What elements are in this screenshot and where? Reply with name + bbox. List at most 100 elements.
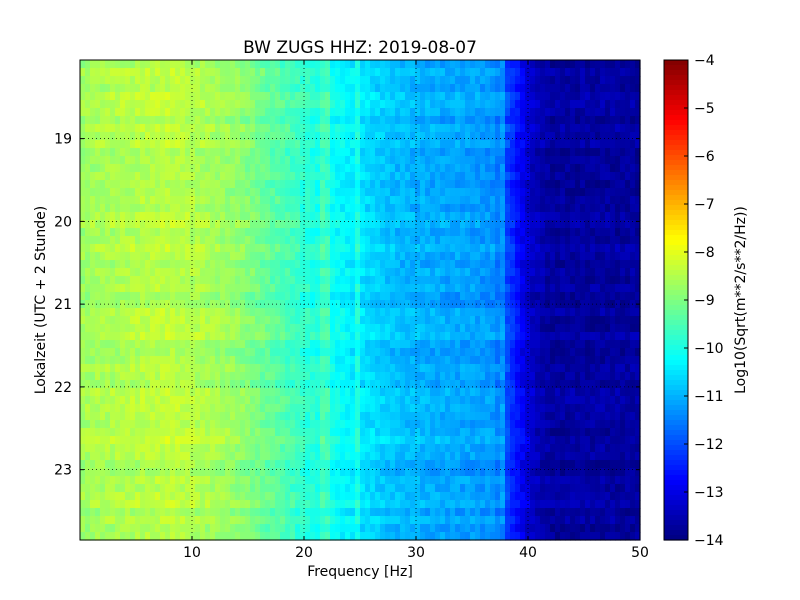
heatmap-cell (300, 76, 306, 85)
heatmap-cell (310, 100, 316, 109)
heatmap-cell (380, 108, 386, 117)
heatmap-cell (490, 132, 496, 141)
heatmap-cell (85, 76, 91, 85)
heatmap-cell (415, 220, 421, 229)
heatmap-cell (300, 324, 306, 333)
heatmap-cell (555, 388, 561, 397)
heatmap-cell (435, 388, 441, 397)
heatmap-cell (135, 340, 141, 349)
heatmap-cell (200, 228, 206, 237)
heatmap-cell (410, 164, 416, 173)
heatmap-cell (365, 356, 371, 365)
heatmap-cell (230, 196, 236, 205)
heatmap-cell (425, 324, 431, 333)
heatmap-cell (630, 60, 636, 69)
heatmap-cell (270, 100, 276, 109)
heatmap-cell (455, 396, 461, 405)
heatmap-cell (270, 324, 276, 333)
heatmap-cell (260, 292, 266, 301)
heatmap-cell (325, 228, 331, 237)
heatmap-cell (140, 348, 146, 357)
heatmap-cell (520, 316, 526, 325)
heatmap-cell (395, 156, 401, 165)
heatmap-cell (585, 292, 591, 301)
heatmap-cell (205, 372, 211, 381)
heatmap-cell (175, 300, 181, 309)
heatmap-cell (420, 180, 426, 189)
heatmap-cell (145, 204, 151, 213)
heatmap-cell (240, 172, 246, 181)
heatmap-cell (110, 244, 116, 253)
heatmap-cell (630, 100, 636, 109)
heatmap-cell (635, 60, 641, 69)
heatmap-cell (265, 60, 271, 69)
heatmap-cell (290, 236, 296, 245)
heatmap-cell (260, 100, 266, 109)
heatmap-cell (315, 68, 321, 77)
heatmap-cell (125, 380, 131, 389)
heatmap-cell (570, 332, 576, 341)
heatmap-cell (200, 396, 206, 405)
heatmap-cell (90, 228, 96, 237)
heatmap-cell (90, 236, 96, 245)
heatmap-cell (475, 372, 481, 381)
heatmap-cell (635, 268, 641, 277)
heatmap-cell (580, 180, 586, 189)
heatmap-cell (190, 204, 196, 213)
heatmap-cell (375, 284, 381, 293)
heatmap-cell (620, 212, 626, 221)
heatmap-cell (420, 380, 426, 389)
heatmap-cell (335, 180, 341, 189)
heatmap-cell (530, 404, 536, 413)
heatmap-cell (170, 356, 176, 365)
heatmap-cell (415, 308, 421, 317)
heatmap-cell (450, 276, 456, 285)
heatmap-cell (600, 300, 606, 309)
heatmap-cell (285, 108, 291, 117)
heatmap-cell (585, 60, 591, 69)
heatmap-cell (475, 380, 481, 389)
heatmap-cell (440, 348, 446, 357)
heatmap-cell (635, 388, 641, 397)
heatmap-cell (280, 188, 286, 197)
heatmap-cell (580, 260, 586, 269)
heatmap-cell (315, 228, 321, 237)
heatmap-cell (235, 340, 241, 349)
heatmap-cell (295, 76, 301, 85)
heatmap-cell (485, 252, 491, 261)
heatmap-cell (280, 100, 286, 109)
heatmap-cell (315, 140, 321, 149)
heatmap-cell (225, 276, 231, 285)
heatmap-cell (305, 92, 311, 101)
heatmap-cell (615, 212, 621, 221)
heatmap-cell (555, 284, 561, 293)
heatmap-cell (110, 204, 116, 213)
heatmap-cell (405, 404, 411, 413)
heatmap-cell (110, 276, 116, 285)
heatmap-cell (185, 356, 191, 365)
heatmap-cell (190, 220, 196, 229)
heatmap-cell (265, 212, 271, 221)
heatmap-cell (250, 180, 256, 189)
heatmap-cell (190, 68, 196, 77)
heatmap-cell (405, 308, 411, 317)
heatmap-cell (355, 308, 361, 317)
heatmap-cell (395, 284, 401, 293)
heatmap-cell (110, 116, 116, 125)
heatmap-cell (145, 212, 151, 221)
heatmap-cell (410, 260, 416, 269)
heatmap-cell (435, 252, 441, 261)
heatmap-cell (405, 300, 411, 309)
heatmap-cell (285, 340, 291, 349)
heatmap-cell (400, 204, 406, 213)
heatmap-cell (535, 60, 541, 69)
heatmap-cell (190, 284, 196, 293)
heatmap-cell (325, 84, 331, 93)
heatmap-cell (310, 156, 316, 165)
heatmap-cell (420, 100, 426, 109)
heatmap-cell (225, 268, 231, 277)
heatmap-cell (160, 308, 166, 317)
heatmap-cell (275, 332, 281, 341)
heatmap-cell (420, 276, 426, 285)
heatmap-cell (190, 260, 196, 269)
